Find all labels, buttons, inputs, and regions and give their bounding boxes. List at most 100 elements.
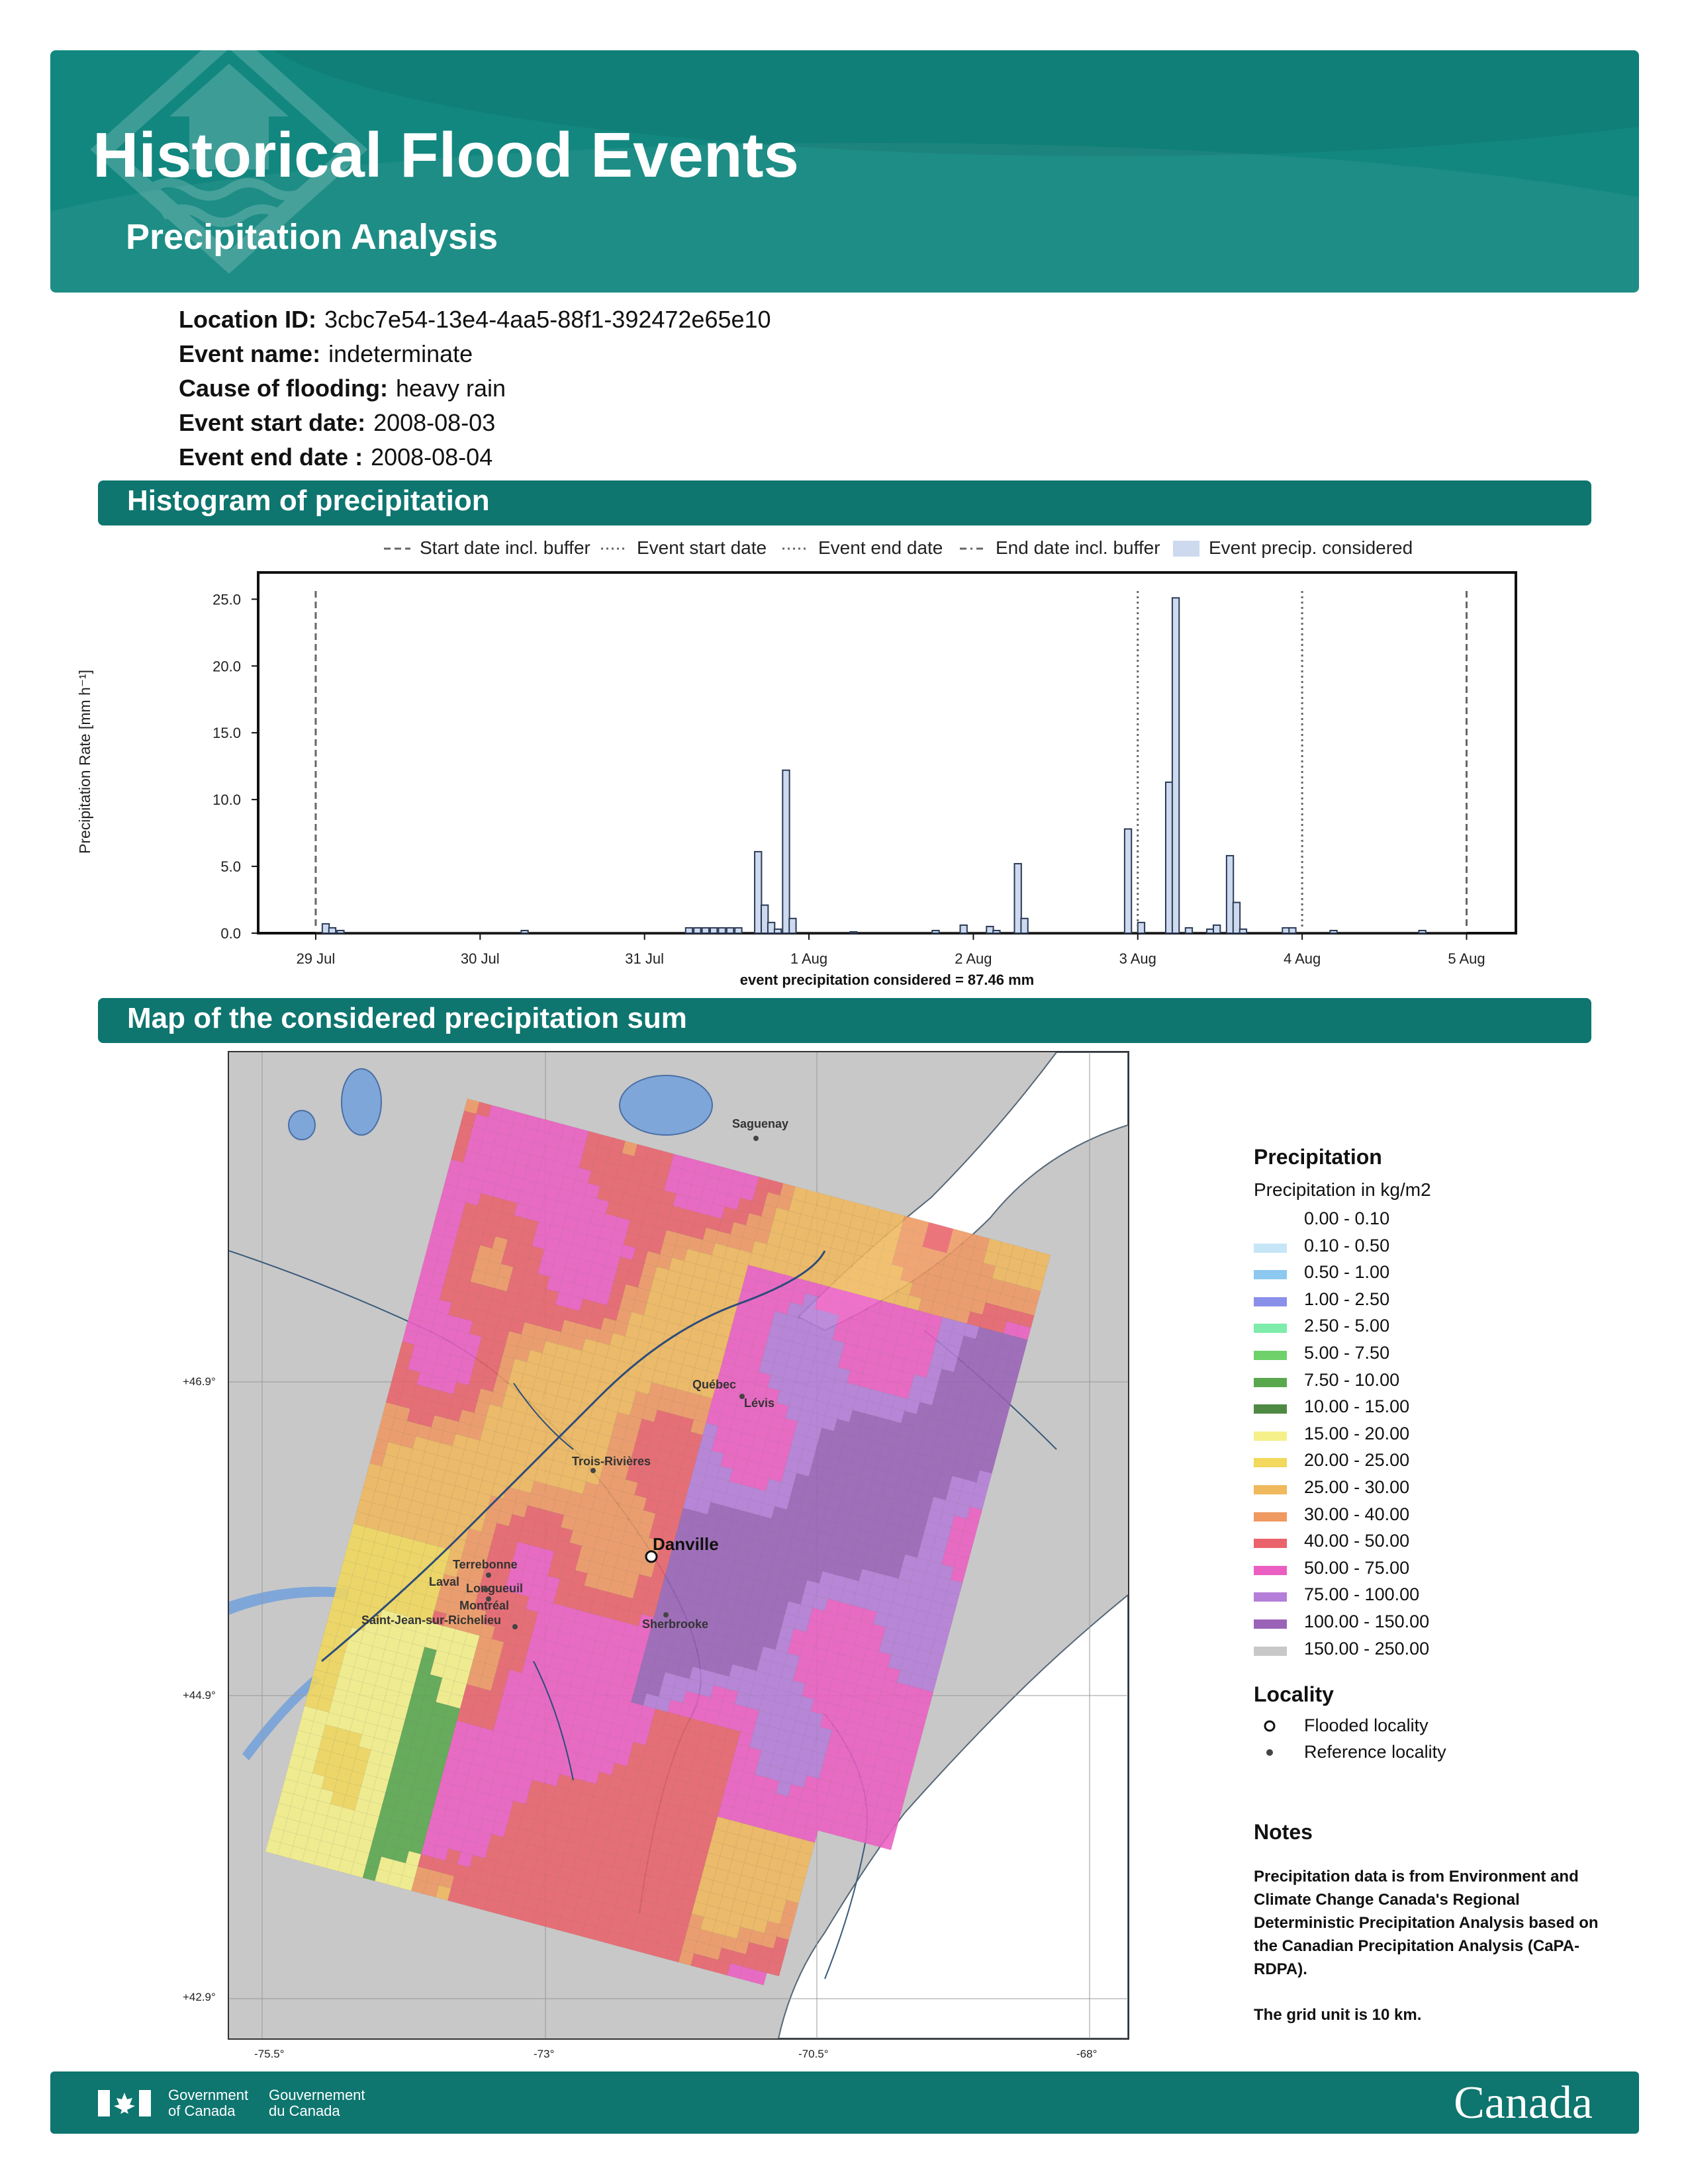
histogram-bar: [718, 927, 726, 934]
legend-label: 25.00 - 30.00: [1304, 1477, 1410, 1497]
section-title-map: Map of the considered precipitation sum: [127, 1002, 687, 1034]
x-tick-label: 5 Aug: [1448, 950, 1485, 967]
legend-label: 20.00 - 25.00: [1304, 1450, 1410, 1471]
histogram-bar: [773, 928, 782, 934]
legend-title: Precipitation: [1254, 1145, 1382, 1169]
legend-label: 150.00 - 250.00: [1304, 1638, 1430, 1659]
histogram-bar: [1288, 927, 1297, 934]
histogram-bar: [1184, 927, 1194, 934]
flooded-marker-icon: [1264, 1720, 1276, 1732]
histogram-bar: [1282, 927, 1290, 934]
section-title-histogram: Histogram of precipitation: [127, 484, 490, 517]
histogram-bar: [1171, 597, 1180, 934]
legend-label: 0.50 - 1.00: [1304, 1262, 1390, 1283]
city-saguenay: Saguenay: [732, 1117, 789, 1130]
info-location-id: Location ID: 3cbc7e54-13e4-4aa5-88f1-3924…: [179, 306, 771, 333]
city-longueuil: Longueuil: [466, 1582, 523, 1595]
legend-swatch: [1254, 1512, 1287, 1522]
legend-swatch: [1254, 1458, 1287, 1468]
y-tick-label: 10.0: [212, 792, 241, 808]
histogram-bar: [1329, 929, 1338, 934]
histogram-bar: [761, 904, 769, 934]
legend-swatch: [1254, 1431, 1287, 1441]
chart-ylabel: Precipitation Rate [mm h⁻¹]: [76, 669, 93, 854]
map-lat-label: +46.9°: [183, 1375, 216, 1388]
x-tick-label: 3 Aug: [1119, 950, 1156, 967]
info-cause: Cause of flooding: heavy rain: [179, 375, 506, 402]
y-tick-label: 5.0: [220, 858, 241, 875]
legend-swatch: [1254, 1565, 1287, 1575]
histogram-bar: [754, 850, 763, 934]
histogram-bar: [336, 929, 345, 934]
section-bar-map: Map of the considered precipitation sum: [98, 998, 1591, 1043]
legend-event-end: Event end date: [818, 537, 943, 558]
legend-label: 0.00 - 0.10: [1304, 1208, 1390, 1228]
histogram-bar: [726, 927, 735, 934]
histogram-bar: [1123, 828, 1133, 934]
city-laval: Laval: [429, 1575, 460, 1588]
histogram-bar: [1164, 781, 1174, 934]
chart-legend: [384, 541, 1199, 557]
legend-swatch: [1254, 1270, 1287, 1280]
y-tick-label: 25.0: [212, 591, 241, 608]
histogram-bar: [767, 921, 776, 934]
histogram-bar: [701, 927, 710, 934]
legend-label: 40.00 - 50.00: [1304, 1531, 1410, 1551]
legend-swatch: [1254, 1539, 1287, 1549]
info-end-date: Event end date :2008-08-04: [179, 443, 493, 471]
legend-label: 10.00 - 15.00: [1304, 1396, 1410, 1417]
city-danville: Danville: [653, 1534, 719, 1554]
legend-event-precip: Event precip. considered: [1209, 537, 1413, 558]
legend-subtitle: Precipitation in kg/m2: [1254, 1179, 1431, 1200]
histogram-bar: [986, 925, 994, 934]
city-levis: Lévis: [744, 1396, 775, 1410]
x-tick-label: 2 Aug: [955, 950, 992, 967]
house-flood-icon: [90, 50, 368, 274]
precipitation-grid: [265, 1098, 1051, 1985]
x-tick-label: 29 Jul: [297, 950, 336, 967]
legend-label: 5.00 - 7.50: [1304, 1343, 1390, 1363]
legend-swatch: [1254, 1377, 1287, 1387]
map-lat-label: +42.9°: [183, 1991, 216, 2003]
legend-label: 75.00 - 100.00: [1304, 1584, 1420, 1605]
histogram-bar: [1013, 863, 1022, 934]
histogram-bar: [788, 917, 797, 934]
notes-text: Precipitation data is from Environment a…: [1254, 1868, 1599, 2024]
histogram-bar: [520, 929, 529, 934]
legend-label: 2.50 - 5.00: [1304, 1316, 1390, 1336]
legend-end-buffer: End date incl. buffer: [996, 537, 1160, 558]
city-quebec: Québec: [692, 1378, 737, 1391]
city-montreal: Montréal: [459, 1599, 510, 1612]
city-sherbrooke: Sherbrooke: [642, 1617, 709, 1631]
info-start-date: Event start date: 2008-08-03: [179, 409, 496, 436]
legend-label: 1.00 - 2.50: [1304, 1289, 1390, 1309]
y-tick-label: 15.0: [212, 725, 241, 741]
histogram-bar: [693, 927, 702, 934]
legend-swatch: [1254, 1619, 1287, 1629]
x-tick-label: 1 Aug: [790, 950, 827, 967]
reference-marker-icon: [1266, 1749, 1273, 1756]
legend-event-start: Event start date: [637, 537, 767, 558]
histogram-bar: [710, 927, 718, 934]
legend-swatch: [1254, 1351, 1287, 1360]
histogram-bar: [684, 927, 694, 934]
legend-label: 15.00 - 20.00: [1304, 1423, 1410, 1443]
header-banner: [50, 50, 1639, 293]
flooded-locality-marker: [645, 1550, 658, 1563]
page-subtitle: Precipitation Analysis: [126, 217, 498, 257]
legend-swatch: [1254, 1243, 1287, 1253]
histogram-bar: [734, 927, 743, 934]
city-saint-jean: Saint-Jean-sur-Richelieu: [361, 1614, 502, 1627]
legend-swatch: [1254, 1485, 1287, 1494]
legend-swatch: [1254, 1404, 1287, 1414]
map-lon-label: -73°: [534, 2048, 555, 2060]
footer: Government of Canada Gouvernement du Can…: [50, 2071, 1639, 2134]
city-trois-rivieres: Trois-Rivières: [572, 1455, 651, 1468]
page-title: Historical Flood Events: [93, 120, 799, 191]
histogram-bar: [1239, 928, 1248, 934]
precipitation-histogram: 0.0 5.0 10.0 15.0 20.0 25.0 29 Jul 30 Jul 31 Jul…: [212, 571, 1517, 967]
histogram-bar: [849, 931, 858, 934]
legend-start-buffer: Start date incl. buffer: [420, 537, 590, 558]
gov-fr: Gouvernement du Canada: [269, 2087, 365, 2119]
histogram-bar: [1225, 854, 1235, 934]
